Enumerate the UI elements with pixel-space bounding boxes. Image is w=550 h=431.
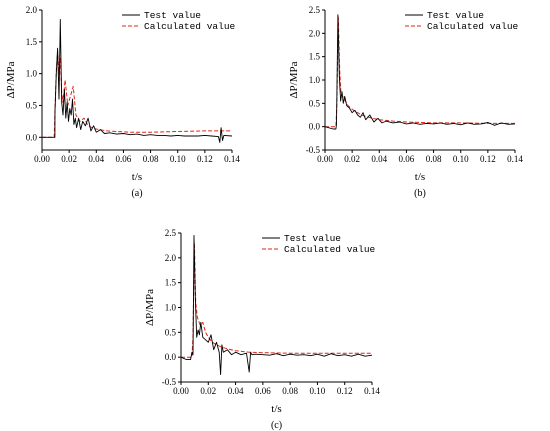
x-tick-label: 0.06	[399, 154, 415, 164]
y-tick-label: 0.0	[165, 352, 177, 362]
y-tick-label: 1.0	[26, 69, 38, 79]
y-tick-label: 0.5	[309, 98, 321, 108]
y-tick-label: 1.5	[165, 278, 177, 288]
x-tick-label: 0.00	[173, 386, 189, 396]
x-axis-label: t/s	[415, 171, 425, 183]
x-tick-label: 0.06	[116, 154, 132, 164]
x-tick-label: 0.00	[34, 154, 50, 164]
series-line-test	[180, 235, 373, 376]
x-tick-label: 0.12	[197, 154, 213, 164]
x-tick-label: 0.06	[255, 386, 271, 396]
x-tick-label: 0.10	[453, 154, 469, 164]
x-tick-label: 0.08	[426, 154, 442, 164]
y-tick-label: -0.5	[306, 145, 321, 155]
y-tick-label: 2.5	[165, 228, 177, 238]
y-tick-label: 0.0	[26, 132, 38, 142]
y-tick-label: 2.0	[165, 253, 177, 263]
x-tick-label: 0.10	[310, 386, 326, 396]
panel-label: (b)	[414, 188, 426, 199]
y-tick-label: 2.0	[26, 5, 38, 15]
series-line-calculated	[181, 242, 372, 358]
legend-entry: Test value	[284, 233, 341, 244]
x-axis-label: t/s	[271, 403, 281, 415]
y-axis-label: ΔP/MPa	[288, 61, 300, 98]
chart-panel-b: 0.00 0.02 0.04 0.06 0.08 0.10 0.12 0.14 -0.5 0.0 0…	[288, 5, 523, 199]
y-tick-label: 1.0	[309, 75, 321, 85]
x-tick-label: 0.12	[337, 386, 353, 396]
series-line-calculated	[42, 50, 232, 138]
x-tick-label: 0.14	[364, 386, 380, 396]
y-tick-label: 1.5	[309, 52, 321, 62]
x-tick-label: 0.02	[344, 154, 360, 164]
legend-entry: Calculated value	[284, 244, 376, 255]
x-tick-label: 0.04	[228, 386, 244, 396]
y-tick-label: 1.5	[26, 37, 38, 47]
x-tick-label: 0.02	[61, 154, 77, 164]
chart-panel-a: 0.00 0.02 0.04 0.06 0.08 0.10 0.12 0.14 0.0 0.5 1.…	[5, 5, 240, 199]
x-tick-label: 0.14	[224, 154, 240, 164]
y-tick-label: -0.5	[162, 377, 177, 387]
series-line-test	[42, 19, 233, 143]
legend-entry: Test value	[144, 10, 201, 21]
x-tick-label: 0.02	[200, 386, 216, 396]
panel-label: (c)	[271, 420, 282, 431]
x-tick-label: 0.10	[170, 154, 186, 164]
panel-label: (a)	[131, 188, 142, 199]
series-line-calculated	[325, 16, 515, 128]
legend-entry: Test value	[427, 10, 484, 21]
y-tick-label: 0.0	[309, 122, 321, 132]
x-tick-label: 0.04	[88, 154, 104, 164]
x-tick-label: 0.04	[371, 154, 387, 164]
y-tick-label: 0.5	[165, 327, 177, 337]
x-tick-label: 0.14	[507, 154, 523, 164]
y-tick-label: 0.5	[26, 100, 38, 110]
chart-panel-c: 0.00 0.02 0.04 0.06 0.08 0.10 0.12 0.14 -0.5 0.0 0…	[144, 228, 380, 431]
x-tick-label: 0.08	[282, 386, 298, 396]
y-tick-label: 1.0	[165, 303, 177, 313]
y-tick-label: 2.5	[309, 5, 321, 15]
x-tick-label: 0.08	[143, 154, 159, 164]
y-axis-label: ΔP/MPa	[144, 289, 156, 326]
x-tick-label: 0.00	[317, 154, 333, 164]
legend-entry: Calculated value	[427, 21, 519, 32]
legend-entry: Calculated value	[144, 21, 236, 32]
x-axis-label: t/s	[132, 171, 142, 183]
series-line-test	[324, 14, 516, 130]
y-tick-label: 2.0	[309, 28, 321, 38]
y-axis-label: ΔP/MPa	[5, 61, 17, 98]
x-tick-label: 0.12	[480, 154, 496, 164]
